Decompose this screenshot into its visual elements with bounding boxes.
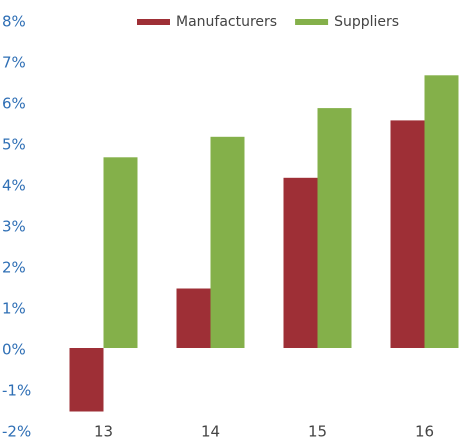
y-tick-label: 4% <box>2 177 26 195</box>
x-tick-label: 14 <box>201 423 220 441</box>
y-tick-label: -1% <box>2 382 31 400</box>
legend-label: Manufacturers <box>176 14 277 30</box>
y-tick-label: 6% <box>2 95 26 113</box>
y-tick-label: -2% <box>2 423 31 441</box>
bar <box>283 177 318 348</box>
y-tick-label: 0% <box>2 341 26 359</box>
x-tick-label: 15 <box>308 423 327 441</box>
legend-swatch <box>295 19 329 25</box>
y-tick-label: 2% <box>2 259 26 277</box>
bar <box>390 120 425 349</box>
bar <box>424 75 459 349</box>
y-tick-label: 8% <box>2 13 26 31</box>
y-tick-label: 3% <box>2 218 26 236</box>
y-tick-label: 7% <box>2 54 26 72</box>
bar <box>69 348 104 412</box>
x-tick-label: 13 <box>94 423 113 441</box>
bar <box>176 288 211 348</box>
x-tick-label: 16 <box>415 423 434 441</box>
y-tick-label: 1% <box>2 300 26 318</box>
legend-label: Suppliers <box>334 14 399 30</box>
bar <box>210 136 245 348</box>
bar <box>317 108 352 348</box>
bar <box>103 157 138 348</box>
y-tick-label: 5% <box>2 136 26 154</box>
legend-swatch <box>137 19 170 25</box>
